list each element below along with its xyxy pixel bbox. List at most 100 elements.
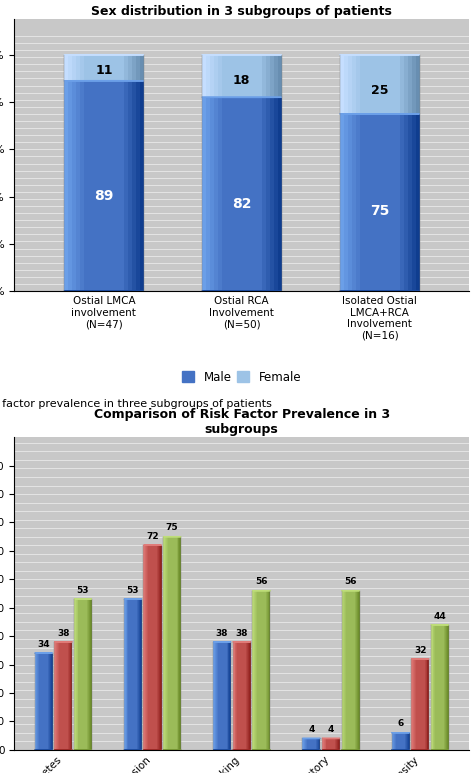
Bar: [344, 114, 348, 291]
Bar: [44, 653, 45, 750]
Bar: [303, 738, 304, 750]
Bar: [78, 599, 80, 750]
Legend: Male, Female: Male, Female: [177, 366, 306, 389]
Text: 75: 75: [370, 204, 389, 218]
Bar: [230, 97, 234, 291]
Bar: [136, 599, 137, 750]
Bar: [88, 80, 92, 291]
Bar: [238, 55, 242, 97]
Bar: [213, 642, 214, 750]
Bar: [357, 591, 358, 750]
Bar: [392, 55, 396, 114]
Bar: [359, 591, 360, 750]
Bar: [217, 642, 218, 750]
Bar: [100, 80, 104, 291]
Bar: [269, 591, 270, 750]
Bar: [408, 733, 409, 750]
Bar: [124, 55, 128, 80]
Bar: [333, 738, 334, 750]
Bar: [427, 659, 428, 750]
Bar: [412, 659, 413, 750]
Bar: [318, 738, 319, 750]
Text: 38: 38: [216, 628, 228, 638]
Bar: [219, 642, 220, 750]
Bar: [242, 642, 243, 750]
Bar: [47, 653, 48, 750]
Bar: [63, 642, 64, 750]
Bar: [226, 642, 227, 750]
Bar: [319, 738, 320, 750]
Bar: [49, 653, 50, 750]
Bar: [375, 55, 380, 114]
Bar: [80, 599, 81, 750]
Bar: [36, 653, 37, 750]
Bar: [355, 591, 356, 750]
Bar: [307, 738, 308, 750]
Bar: [229, 642, 230, 750]
Bar: [325, 738, 326, 750]
Bar: [37, 653, 38, 750]
Bar: [179, 536, 181, 750]
Bar: [64, 55, 68, 80]
Bar: [338, 738, 339, 750]
Bar: [278, 97, 282, 291]
Bar: [425, 659, 426, 750]
Bar: [436, 625, 437, 750]
Bar: [214, 55, 218, 97]
Bar: [254, 55, 258, 97]
Bar: [406, 733, 407, 750]
Bar: [60, 642, 61, 750]
Bar: [214, 642, 215, 750]
Bar: [393, 733, 394, 750]
Bar: [411, 55, 416, 114]
Text: 72: 72: [146, 532, 159, 541]
Bar: [128, 599, 129, 750]
Bar: [134, 599, 135, 750]
Bar: [270, 55, 274, 97]
Bar: [305, 738, 306, 750]
Bar: [175, 536, 176, 750]
Text: 53: 53: [77, 586, 89, 595]
Bar: [260, 591, 261, 750]
Bar: [372, 114, 376, 291]
Bar: [75, 599, 76, 750]
Bar: [262, 591, 263, 750]
Bar: [59, 642, 60, 750]
Bar: [227, 642, 228, 750]
Bar: [344, 55, 348, 114]
Bar: [140, 599, 141, 750]
Bar: [236, 642, 237, 750]
Bar: [435, 625, 436, 750]
Bar: [356, 55, 360, 114]
Bar: [130, 599, 131, 750]
Bar: [62, 642, 63, 750]
Bar: [404, 55, 408, 114]
Bar: [135, 599, 136, 750]
Bar: [230, 642, 231, 750]
Bar: [352, 114, 356, 291]
Bar: [144, 545, 145, 750]
Bar: [343, 591, 345, 750]
Bar: [64, 642, 65, 750]
Bar: [83, 599, 84, 750]
Text: 18: 18: [233, 73, 250, 87]
Bar: [133, 599, 134, 750]
Bar: [239, 642, 240, 750]
Bar: [353, 591, 354, 750]
Bar: [245, 642, 246, 750]
Bar: [346, 591, 347, 750]
Bar: [408, 114, 412, 291]
Bar: [50, 653, 51, 750]
Bar: [416, 659, 417, 750]
Bar: [408, 55, 412, 114]
Bar: [364, 55, 368, 114]
Bar: [40, 653, 41, 750]
Bar: [226, 97, 230, 291]
Bar: [247, 642, 248, 750]
Bar: [349, 591, 350, 750]
Bar: [61, 642, 62, 750]
Bar: [51, 653, 52, 750]
Bar: [311, 738, 312, 750]
Bar: [259, 591, 260, 750]
Bar: [88, 55, 92, 80]
